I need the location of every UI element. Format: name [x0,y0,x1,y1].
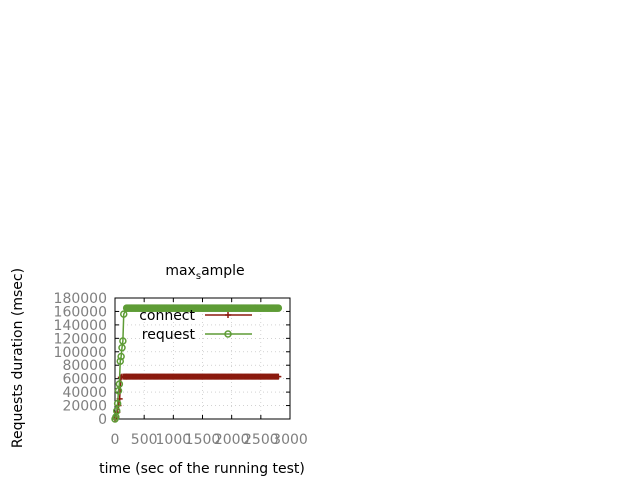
data-point [116,357,124,365]
legend-label-request: request [142,327,196,343]
data-point [275,373,282,380]
y-tick-label: 160000 [54,304,107,320]
chart-title: maxsample [165,263,244,282]
data-point [119,337,127,345]
x-tick-label: 3000 [272,432,308,448]
title-rest: ample [201,263,245,279]
y-tick-label: 180000 [54,291,107,307]
x-tick-label: 500 [131,432,158,448]
y-tick-label: 20000 [62,399,107,415]
series-line-connect [114,375,279,420]
data-point [120,310,128,318]
legend-marker-connect [225,312,231,318]
legend-marker-request [224,330,232,338]
series-layer [111,304,283,423]
data-point [113,399,122,408]
grid-layer [115,298,290,419]
y-tick-label: 80000 [62,358,107,374]
x-tick-label: 1500 [185,432,221,448]
x-tick-label: 0 [111,432,120,448]
y-tick-label: 100000 [54,345,107,361]
y-tick-label: 40000 [62,385,107,401]
y-tick-label: 140000 [54,318,107,334]
y-axis-title: Requests duration (msec) [10,268,26,448]
title-sub: s [196,271,201,282]
x-axis-title: time (sec of the running test) [99,461,305,477]
data-point [118,343,126,352]
y-tick-label: 120000 [54,331,107,347]
legend: connect request [139,308,252,343]
series-connect [112,373,282,422]
y-tick-label: 0 [98,412,107,428]
legend-label-connect: connect [139,308,195,324]
ticks-layer: 0200004000060000800001000001200001400001… [54,291,308,448]
title-base: max [165,263,196,279]
y-tick-label: 60000 [62,372,107,388]
data-point [114,387,123,395]
data-point [117,352,125,361]
series-request [111,304,283,423]
x-tick-label: 1000 [156,432,192,448]
x-tick-label: 2500 [243,432,279,448]
data-point [113,407,121,415]
data-point [274,304,283,312]
data-point [115,380,124,388]
x-tick-label: 2000 [214,432,250,448]
